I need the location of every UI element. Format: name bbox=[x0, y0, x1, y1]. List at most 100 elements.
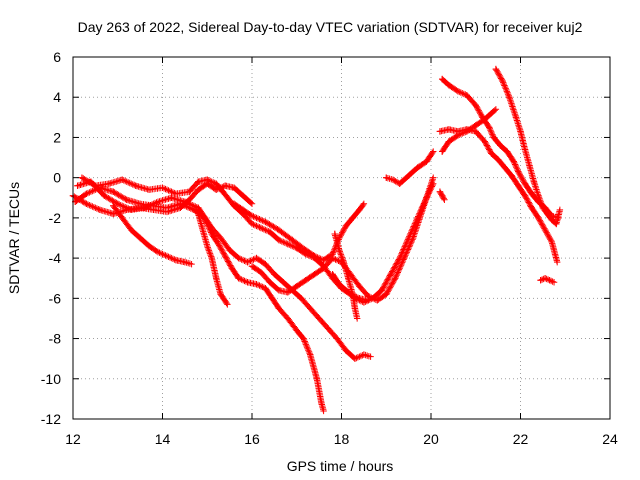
data-point bbox=[172, 190, 180, 197]
data-point bbox=[293, 283, 300, 290]
series-pass-2 bbox=[74, 178, 374, 362]
data-point bbox=[541, 275, 549, 282]
data-point bbox=[163, 208, 171, 216]
y-tick-label: 0 bbox=[53, 170, 61, 186]
data-point bbox=[526, 162, 533, 169]
data-point bbox=[195, 178, 202, 185]
data-point bbox=[159, 184, 166, 191]
data-point bbox=[188, 260, 195, 268]
data-point bbox=[199, 226, 206, 234]
data-point bbox=[221, 182, 229, 189]
data-point bbox=[284, 240, 291, 248]
data-point bbox=[329, 271, 336, 278]
data-point bbox=[356, 206, 363, 214]
x-tick-label: 20 bbox=[423, 431, 439, 447]
data-point bbox=[127, 226, 135, 234]
data-point bbox=[548, 238, 556, 246]
data-point bbox=[110, 210, 117, 218]
data-point bbox=[488, 150, 495, 157]
data-point bbox=[463, 126, 470, 133]
series-pass-4 bbox=[78, 174, 372, 304]
series-pass-17 bbox=[537, 275, 558, 286]
data-point bbox=[383, 174, 390, 181]
data-point bbox=[83, 200, 90, 208]
data-point bbox=[331, 230, 338, 238]
data-point bbox=[154, 198, 162, 205]
data-point bbox=[360, 200, 368, 208]
data-point bbox=[463, 92, 470, 99]
series-pass-10 bbox=[329, 180, 437, 306]
data-point bbox=[414, 214, 421, 222]
data-point bbox=[204, 176, 211, 183]
x-tick-label: 12 bbox=[65, 431, 81, 447]
series-trace bbox=[383, 149, 436, 187]
data-point bbox=[423, 158, 430, 165]
data-point bbox=[492, 65, 500, 73]
data-point bbox=[136, 234, 144, 242]
series-trace bbox=[329, 181, 436, 306]
data-point bbox=[114, 200, 121, 208]
data-point bbox=[430, 174, 437, 181]
data-point bbox=[336, 246, 343, 254]
data-point bbox=[195, 210, 202, 218]
data-point bbox=[492, 106, 500, 113]
data-point bbox=[230, 184, 238, 191]
data-point bbox=[248, 220, 256, 228]
x-tick-label: 22 bbox=[513, 431, 529, 447]
data-point bbox=[123, 206, 130, 214]
data-point bbox=[369, 295, 377, 302]
data-point bbox=[374, 297, 381, 304]
data-point bbox=[253, 281, 260, 288]
data-point bbox=[508, 172, 515, 179]
data-point bbox=[306, 351, 314, 358]
series-pass-11 bbox=[331, 230, 361, 322]
y-tick-label: 4 bbox=[53, 89, 61, 105]
data-point bbox=[389, 176, 397, 183]
data-point bbox=[208, 254, 215, 262]
data-point bbox=[275, 287, 283, 294]
data-point bbox=[235, 275, 242, 282]
data-point bbox=[150, 206, 157, 214]
data-point bbox=[145, 242, 153, 250]
data-point bbox=[275, 236, 283, 244]
data-point bbox=[506, 94, 513, 101]
y-tick-label: 6 bbox=[53, 49, 61, 65]
data-point bbox=[289, 236, 296, 244]
data-point bbox=[201, 214, 209, 222]
series-pass-7 bbox=[230, 200, 368, 264]
data-point bbox=[497, 142, 504, 149]
data-point bbox=[300, 335, 307, 342]
data-point bbox=[204, 242, 211, 250]
data-point bbox=[454, 128, 462, 135]
data-point bbox=[528, 190, 535, 197]
data-point bbox=[195, 186, 202, 193]
data-point bbox=[253, 254, 260, 262]
data-point bbox=[342, 287, 350, 294]
data-point bbox=[472, 128, 479, 135]
data-point bbox=[228, 264, 236, 272]
data-point bbox=[213, 180, 220, 187]
data-point bbox=[405, 234, 412, 242]
data-point bbox=[105, 180, 112, 187]
data-point bbox=[548, 216, 556, 224]
data-point bbox=[436, 188, 444, 195]
data-point bbox=[553, 220, 560, 228]
data-point bbox=[356, 283, 363, 290]
data-point bbox=[517, 128, 524, 135]
data-point bbox=[438, 75, 446, 83]
data-point bbox=[528, 204, 535, 212]
data-point bbox=[481, 138, 488, 145]
series-trace bbox=[230, 200, 367, 264]
data-point bbox=[472, 122, 479, 129]
x-tick-label: 24 bbox=[602, 431, 618, 447]
data-point bbox=[345, 275, 352, 282]
data-point bbox=[539, 204, 547, 212]
data-point bbox=[396, 180, 403, 187]
data-point bbox=[414, 164, 421, 171]
data-point bbox=[293, 327, 300, 334]
data-point bbox=[92, 182, 99, 189]
series-pass-8 bbox=[248, 174, 437, 304]
data-point bbox=[239, 192, 247, 199]
data-point bbox=[324, 325, 332, 332]
